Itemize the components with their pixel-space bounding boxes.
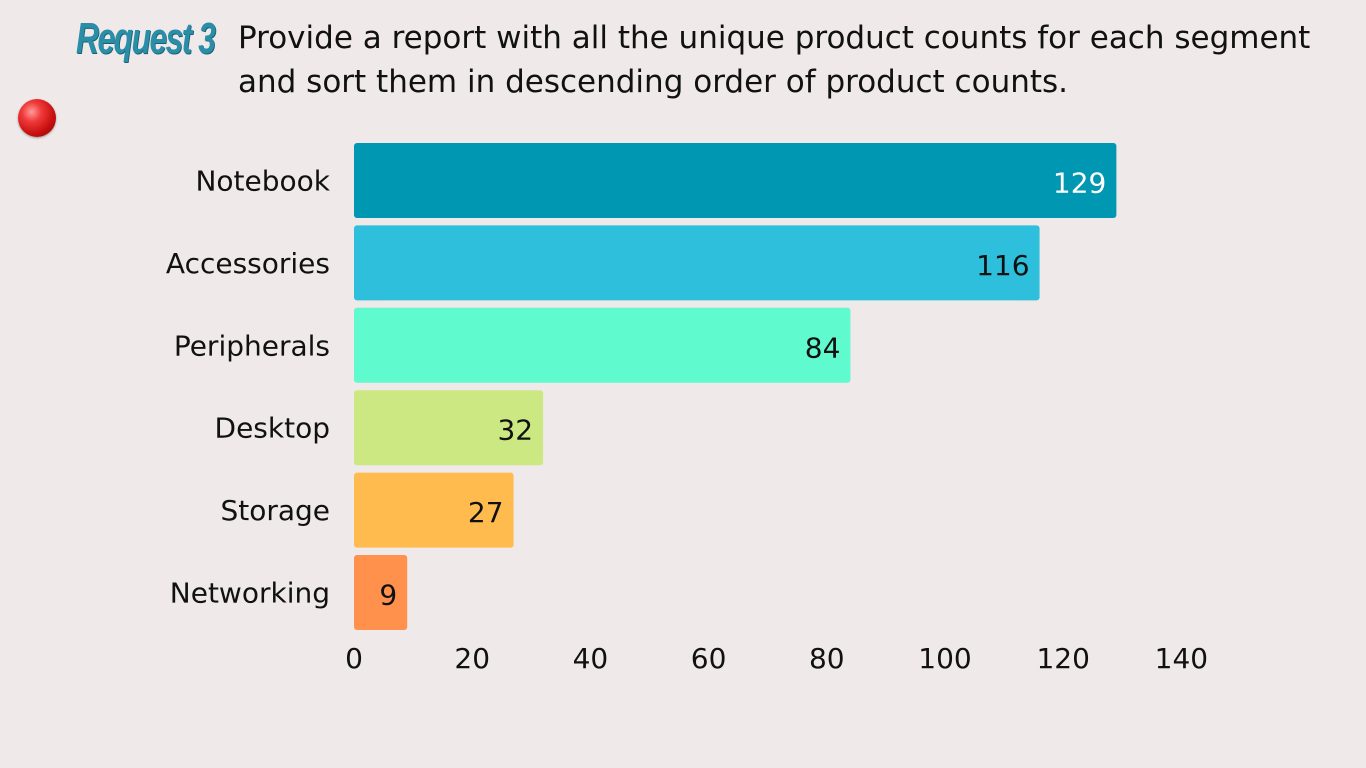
x-tick-label-60: 60: [691, 642, 727, 675]
bar-group-notebook: Notebook 129: [195, 143, 1117, 218]
category-label-storage: Storage: [220, 494, 330, 527]
x-tick-label-120: 120: [1036, 642, 1089, 675]
bar-group-networking: Networking 9: [170, 555, 408, 630]
x-tick-label-20: 20: [454, 642, 490, 675]
value-label-notebook: 129: [1053, 167, 1106, 200]
bar-storage: [354, 472, 514, 548]
value-label-networking: 9: [379, 579, 397, 612]
value-label-peripherals: 84: [805, 331, 841, 364]
bar-networking: [354, 555, 408, 630]
bar-group-desktop: Desktop 32: [215, 390, 544, 466]
bar-accessories: [354, 225, 1040, 301]
x-tick-label-100: 100: [918, 642, 971, 675]
x-tick-label-80: 80: [809, 642, 845, 675]
bar-group-accessories: Accessories 116: [166, 225, 1040, 301]
x-tick-label-140: 140: [1155, 642, 1208, 675]
x-tick-label-40: 40: [573, 642, 609, 675]
category-label-notebook: Notebook: [195, 165, 330, 198]
request-title: Request 3: [76, 14, 216, 63]
category-label-peripherals: Peripherals: [174, 329, 330, 362]
category-label-accessories: Accessories: [166, 247, 330, 280]
value-label-accessories: 116: [976, 249, 1029, 282]
bar-group-storage: Storage 27: [220, 472, 514, 548]
category-label-desktop: Desktop: [215, 412, 330, 445]
bar-notebook: [354, 143, 1117, 218]
red-dot-icon: [18, 99, 56, 137]
bar-peripherals: [354, 307, 851, 383]
value-label-desktop: 32: [497, 414, 533, 447]
category-label-networking: Networking: [170, 577, 330, 610]
request-description: Provide a report with all the unique pro…: [238, 20, 1311, 100]
value-label-storage: 27: [468, 496, 504, 529]
bar-desktop: [354, 390, 544, 466]
x-tick-label-0: 0: [345, 642, 363, 675]
bar-group-peripherals: Peripherals 84: [174, 307, 851, 383]
